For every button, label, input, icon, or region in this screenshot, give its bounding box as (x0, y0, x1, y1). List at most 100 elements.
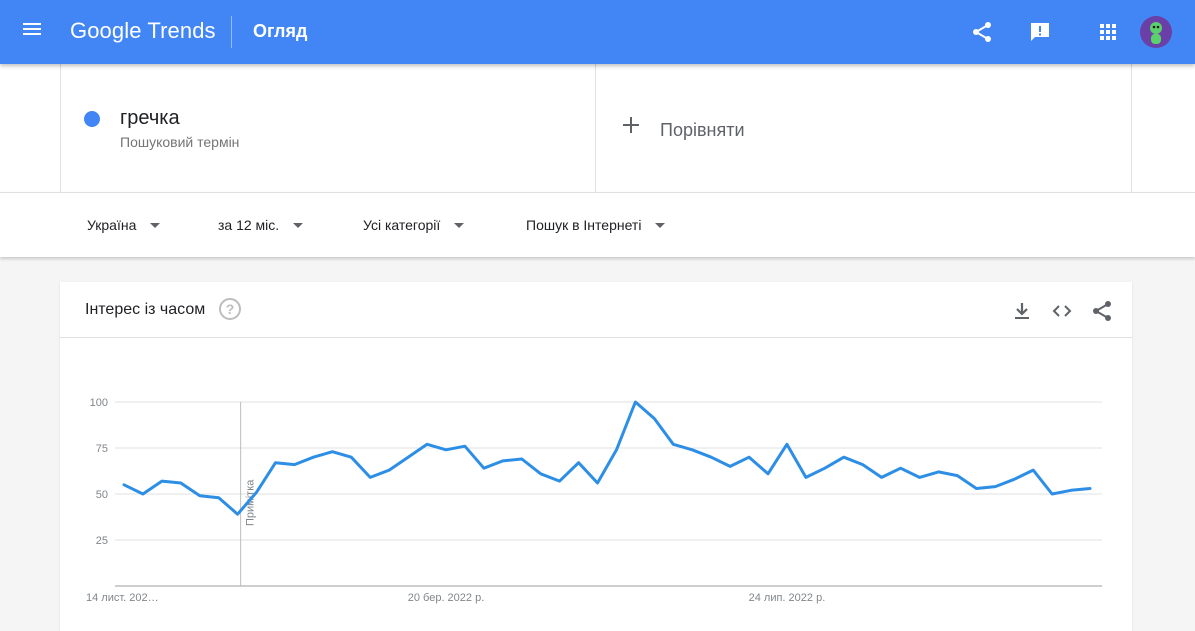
data-point (407, 456, 410, 459)
y-tick-label: 75 (96, 443, 108, 455)
series-line (122, 400, 1092, 516)
data-point (274, 461, 277, 464)
avatar[interactable] (1140, 16, 1172, 48)
data-point (539, 472, 542, 475)
x-tick-label: 14 лист. 202… (86, 592, 159, 604)
data-point (1089, 487, 1092, 490)
note-label: Примітка (245, 479, 257, 526)
region-dropdown[interactable]: Україна (87, 217, 161, 233)
data-point (956, 474, 959, 477)
data-point (123, 483, 126, 486)
google-trends-logo[interactable]: Google Trends (70, 18, 216, 44)
download-icon[interactable] (1010, 299, 1034, 323)
data-point (501, 459, 504, 462)
data-point (520, 458, 523, 461)
data-point (653, 417, 656, 420)
data-point (463, 445, 466, 448)
data-point (937, 470, 940, 473)
data-point (388, 469, 391, 472)
search-term-type: Пошуковий термін (120, 134, 240, 150)
interest-over-time-card: Інтерес із часом ? 25 50 75 100 Примітка 14 л… (60, 282, 1132, 631)
data-point (350, 456, 353, 459)
help-icon[interactable]: ? (219, 298, 241, 320)
share-icon[interactable] (970, 20, 994, 44)
search-term-name: гречка (120, 107, 180, 129)
data-point (1013, 478, 1016, 481)
data-point (899, 467, 902, 470)
menu-icon[interactable] (20, 20, 44, 44)
data-point (141, 493, 144, 496)
compare-label: Порівняти (660, 120, 745, 140)
data-point (217, 496, 220, 499)
embed-icon[interactable] (1050, 299, 1074, 323)
data-point (767, 472, 770, 475)
dropdown-arrow-icon (655, 222, 666, 228)
data-point (1032, 469, 1035, 472)
data-point (842, 456, 845, 459)
dropdown-arrow-icon (454, 222, 465, 228)
y-tick-label: 50 (96, 489, 108, 501)
search-type-dropdown[interactable]: Пошук в Інтернеті (526, 217, 666, 233)
region-label: Україна (87, 217, 137, 233)
compare-button[interactable]: Порівняти (596, 64, 1132, 192)
y-tick-label: 100 (90, 397, 108, 409)
search-term-card[interactable]: гречка Пошуковий термін (60, 64, 596, 192)
avatar-image (1140, 16, 1172, 48)
data-point (426, 443, 429, 446)
data-point (672, 443, 675, 446)
data-point (596, 481, 599, 484)
dropdown-arrow-icon (293, 222, 304, 228)
data-point (577, 461, 580, 464)
filters-bar: Україна за 12 міс. Усі категорії Пошук в… (0, 192, 1195, 257)
data-point (293, 463, 296, 466)
data-point (634, 401, 637, 404)
data-point (179, 481, 182, 484)
period-label: за 12 міс. (218, 217, 280, 233)
y-tick-label: 25 (96, 535, 108, 547)
card-title: Інтерес із часом (85, 301, 206, 318)
x-tick-label: 24 лип. 2022 р. (749, 592, 826, 604)
data-point (710, 456, 713, 459)
data-point (1051, 493, 1054, 496)
data-point (691, 448, 694, 451)
search-type-label: Пошук в Інтернеті (526, 217, 642, 233)
data-point (785, 443, 788, 446)
data-point (861, 463, 864, 466)
dropdown-arrow-icon (150, 222, 161, 228)
data-point (369, 476, 372, 479)
category-label: Усі категорії (363, 217, 441, 233)
data-point (198, 494, 201, 497)
term-color-dot (84, 111, 100, 127)
interest-chart: 25 50 75 100 Примітка 14 лист. 202… 20 бер. 20… (86, 397, 1102, 604)
period-dropdown[interactable]: за 12 міс. (218, 217, 304, 233)
logo-google-text: Google (70, 18, 142, 43)
top-app-bar: Google Trends Огляд (0, 0, 1195, 64)
share-icon[interactable] (1090, 299, 1114, 323)
apps-icon[interactable] (1096, 20, 1120, 44)
data-point (482, 467, 485, 470)
plus-icon (622, 116, 640, 134)
x-tick-label: 20 бер. 2022 р. (408, 592, 485, 604)
data-point (160, 480, 163, 483)
data-point (1070, 489, 1073, 492)
data-point (615, 448, 618, 451)
category-dropdown[interactable]: Усі категорії (363, 217, 465, 233)
data-point (994, 485, 997, 488)
logo-trends-text: Trends (147, 18, 216, 43)
data-point (880, 476, 883, 479)
data-point (445, 448, 448, 451)
data-point (558, 480, 561, 483)
data-point (312, 456, 315, 459)
data-point (975, 487, 978, 490)
card-header: Інтерес із часом ? (60, 282, 1132, 338)
data-point (236, 513, 239, 516)
feedback-icon[interactable] (1028, 20, 1052, 44)
data-point (255, 491, 258, 494)
header-divider (231, 16, 232, 48)
data-point (918, 476, 921, 479)
data-point (729, 465, 732, 468)
page-title: Огляд (253, 21, 308, 41)
data-point (823, 467, 826, 470)
data-point (804, 476, 807, 479)
search-terms-panel: гречка Пошуковий термін Порівняти (0, 64, 1195, 192)
